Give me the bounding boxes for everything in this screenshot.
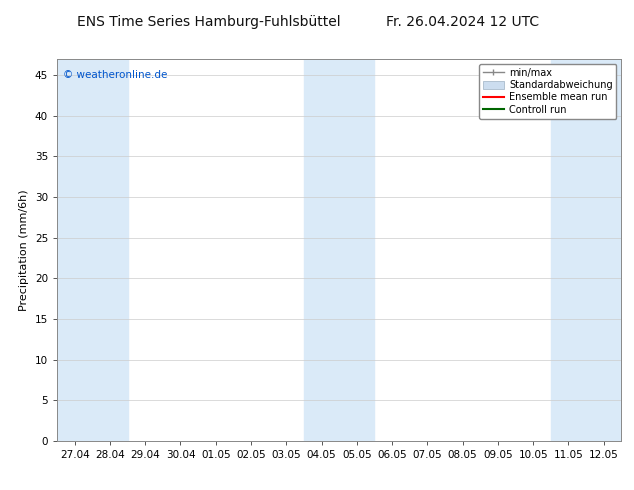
Bar (57, 59, 127, 441)
Y-axis label: Precipitation (mm/6h): Precipitation (mm/6h) (19, 189, 29, 311)
Bar (304, 59, 375, 441)
Text: Fr. 26.04.2024 12 UTC: Fr. 26.04.2024 12 UTC (386, 15, 540, 29)
Legend: min/max, Standardabweichung, Ensemble mean run, Controll run: min/max, Standardabweichung, Ensemble me… (479, 64, 616, 119)
Bar (551, 59, 621, 441)
Text: ENS Time Series Hamburg-Fuhlsbüttel: ENS Time Series Hamburg-Fuhlsbüttel (77, 15, 341, 29)
Text: © weatheronline.de: © weatheronline.de (63, 70, 167, 80)
